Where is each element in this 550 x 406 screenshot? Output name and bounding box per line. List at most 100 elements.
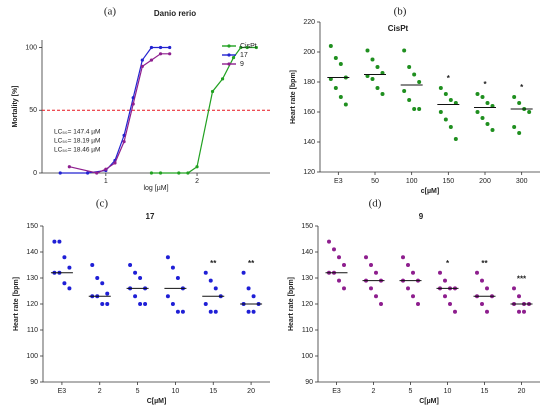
data-point [95, 276, 100, 280]
data-point [138, 302, 143, 306]
data-point [480, 116, 485, 120]
data-point [337, 255, 341, 260]
panel-label: (d) [369, 198, 382, 210]
y-tick-label: 120 [301, 301, 313, 308]
y-tick-label: 140 [303, 139, 315, 146]
data-point [210, 89, 215, 94]
data-point [158, 52, 163, 56]
data-point [411, 294, 415, 299]
x-tick-label: 50 [371, 178, 379, 185]
data-point [517, 101, 522, 105]
data-point [448, 125, 453, 129]
data-point [246, 309, 251, 314]
data-point [158, 171, 163, 175]
data-point [475, 270, 479, 275]
fit-line [69, 53, 170, 174]
y-tick-label: 100 [26, 353, 38, 360]
data-point [140, 58, 144, 62]
data-point [133, 270, 138, 275]
data-point [168, 45, 172, 50]
data-point [133, 294, 138, 299]
data-point [57, 239, 62, 244]
data-point [165, 255, 170, 260]
data-point [186, 171, 190, 175]
y-tick-label: 120 [26, 301, 38, 308]
data-point [170, 302, 175, 306]
data-point [512, 95, 517, 99]
y-tick-label: 130 [26, 275, 38, 282]
data-point [402, 48, 407, 53]
y-tick-label: 120 [303, 169, 315, 176]
data-point [438, 86, 443, 90]
data-point [417, 80, 422, 84]
data-point [122, 140, 126, 144]
data-point [448, 302, 452, 306]
data-point [369, 286, 373, 291]
significance-label: ** [210, 259, 217, 268]
data-point [239, 45, 243, 50]
data-point [213, 286, 218, 291]
significance-label: * [447, 74, 451, 83]
data-point [208, 309, 213, 314]
data-point [342, 263, 346, 267]
chart-title: 17 [146, 212, 155, 221]
data-point [246, 286, 251, 291]
data-point [480, 302, 484, 306]
y-axis-label: Heart rate [bpm] [13, 277, 20, 331]
data-point [374, 294, 378, 299]
data-point [67, 265, 72, 270]
data-point [90, 263, 95, 267]
y-tick-label: 180 [303, 79, 315, 86]
x-tick-label: 15 [209, 388, 217, 395]
data-point [438, 110, 443, 114]
data-point [485, 309, 489, 314]
legend-label: 9 [240, 61, 244, 68]
data-point [175, 276, 180, 280]
data-point [52, 239, 57, 244]
data-point [407, 65, 412, 69]
significance-label: * [483, 80, 487, 89]
data-point [401, 255, 405, 260]
y-tick-label: 150 [26, 223, 38, 230]
data-point [67, 165, 71, 169]
data-point [143, 302, 148, 306]
data-point [480, 278, 484, 283]
data-point [62, 255, 67, 260]
data-point [332, 247, 336, 252]
panel-label: (c) [96, 198, 109, 210]
x-tick-label: 200 [479, 178, 491, 185]
x-axis-label: C[µM] [147, 398, 167, 405]
significance-label: *** [517, 275, 527, 284]
data-point [254, 45, 258, 50]
data-point [527, 110, 532, 114]
legend-marker [227, 53, 231, 57]
y-tick-label: 110 [302, 327, 313, 334]
data-point [517, 309, 521, 314]
data-point [406, 263, 410, 267]
data-point [113, 161, 117, 165]
y-tick-label: 160 [303, 109, 315, 116]
y-tick-label: 90 [30, 379, 38, 386]
x-tick-label: 15 [481, 388, 489, 395]
data-point [67, 286, 72, 291]
data-point [343, 102, 348, 107]
data-point [168, 52, 172, 56]
data-point [517, 294, 521, 299]
x-tick-label: E3 [334, 178, 343, 185]
data-point [203, 270, 208, 275]
y-axis-label: Mortality [%] [12, 86, 19, 128]
data-point [364, 255, 368, 260]
data-point [407, 98, 412, 102]
data-point [105, 302, 110, 306]
data-point [128, 263, 133, 267]
data-point [412, 72, 417, 77]
data-point [379, 302, 383, 306]
data-point [374, 270, 378, 275]
data-point [485, 286, 489, 291]
data-point [158, 45, 163, 50]
significance-label: * [446, 259, 450, 268]
y-tick-label: 110 [27, 327, 38, 334]
significance-label: * [520, 83, 524, 92]
data-point [370, 77, 375, 81]
data-point [241, 270, 246, 275]
